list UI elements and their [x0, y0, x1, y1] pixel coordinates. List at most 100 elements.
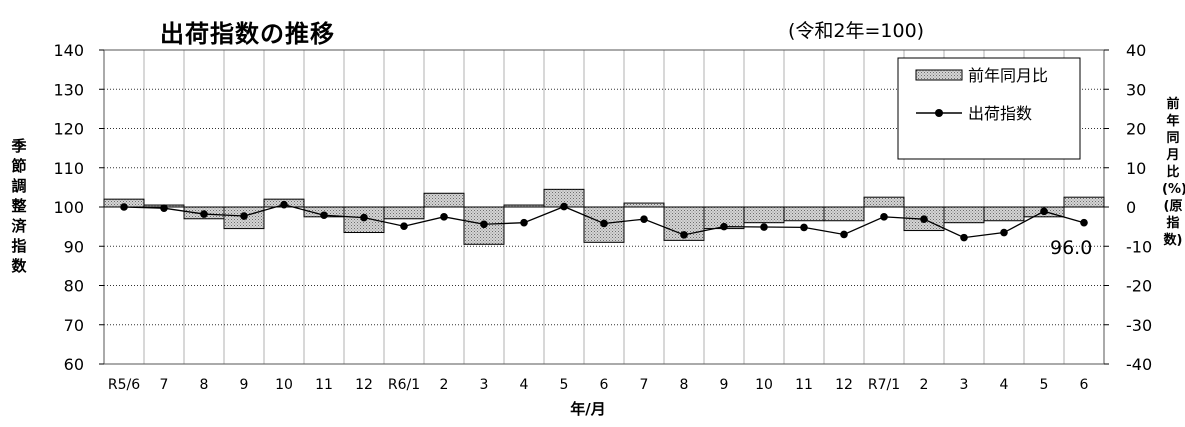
- bar: [623, 202, 665, 208]
- y-tick-label-right: 30: [1126, 80, 1146, 99]
- bar: [223, 206, 265, 230]
- y-tick-label-right: 10: [1126, 159, 1146, 178]
- plot-frame: [103, 49, 1105, 365]
- bar: [943, 206, 985, 224]
- y-axis-label-left: 季節調整済指数: [11, 137, 27, 275]
- bar: [583, 206, 625, 243]
- legend-swatch-marker: [935, 109, 943, 117]
- y-tick-label-left: 100: [53, 198, 84, 217]
- bar: [783, 206, 825, 222]
- legend-label-bar: 前年同月比: [968, 66, 1048, 85]
- y-tick-label-left: 110: [53, 159, 84, 178]
- x-tick-label: 2: [920, 377, 929, 393]
- data-point: [640, 215, 648, 223]
- data-point: [160, 204, 168, 212]
- legend-box: [897, 57, 1081, 160]
- y-tick-label-left: 130: [53, 80, 84, 99]
- x-tick-label: 6: [600, 377, 609, 393]
- axes: 60 70 80 90 100 110 120 130 140 -40 -30 -20 -10 0 10 20…: [53, 41, 1152, 393]
- data-point: [440, 213, 448, 221]
- y-tick-label-right: -10: [1126, 237, 1152, 256]
- x-tick-label: 8: [200, 377, 209, 393]
- bar: [1063, 196, 1105, 208]
- line-series: [120, 200, 1088, 242]
- bar: [863, 196, 905, 208]
- y-tick-label-right: -40: [1126, 355, 1152, 374]
- data-point: [840, 230, 848, 239]
- data-point: [1000, 228, 1008, 237]
- y-tick-label-left: 60: [64, 355, 84, 374]
- legend-swatch-bar: [915, 69, 963, 81]
- data-point: [480, 220, 488, 229]
- bar: [543, 188, 585, 208]
- x-tick-label: 9: [720, 377, 729, 393]
- bar: [983, 206, 1025, 222]
- data-point: [320, 211, 328, 220]
- bar: [703, 206, 745, 230]
- bar: [343, 206, 385, 234]
- data-point: [280, 200, 288, 209]
- x-tick-label: 5: [560, 377, 569, 393]
- x-tick-label: 10: [755, 377, 773, 393]
- data-point: [1040, 207, 1048, 216]
- bar: [263, 198, 305, 208]
- x-tick-label: 4: [520, 377, 529, 393]
- x-tick-label: 5: [1040, 377, 1049, 393]
- y-tick-label-right: 20: [1126, 120, 1146, 139]
- x-axis-label: 年/月: [570, 400, 605, 418]
- x-tick-label: R6/1: [388, 377, 420, 393]
- chart-title: 出荷指数の推移: [160, 20, 335, 48]
- bar: [423, 192, 465, 208]
- bar: [463, 206, 505, 245]
- data-point: [1080, 218, 1088, 227]
- data-point: [960, 233, 968, 242]
- x-tick-label: 2: [440, 377, 449, 393]
- y-axis-label-right: 前年同月比(%)(原指数): [1162, 97, 1185, 248]
- data-point: [760, 223, 768, 231]
- data-point: [120, 203, 128, 211]
- x-tick-label: 4: [1000, 377, 1009, 393]
- data-point: [520, 218, 528, 227]
- y-tick-label-left: 90: [64, 237, 84, 256]
- y-tick-label-left: 140: [53, 41, 84, 60]
- x-tick-label: 11: [795, 377, 813, 393]
- chart-subtitle: (令和2年=100): [788, 20, 925, 42]
- data-point: [240, 212, 248, 220]
- x-tick-label: 9: [240, 377, 249, 393]
- data-point: [200, 210, 208, 218]
- bar: [743, 206, 785, 224]
- bar: [1023, 206, 1065, 218]
- data-point: [560, 202, 568, 211]
- y-tick-label-right: -20: [1126, 277, 1152, 296]
- data-point: [800, 223, 808, 232]
- x-tick-label: R7/1: [868, 377, 900, 393]
- legend-label-line: 出荷指数: [968, 104, 1032, 123]
- y-tick-label-right: 40: [1126, 41, 1146, 60]
- data-point: [360, 213, 368, 222]
- data-point: [880, 213, 888, 221]
- bar: [103, 198, 145, 208]
- bar: [503, 204, 545, 208]
- series-line: [123, 203, 1085, 239]
- x-tick-label: 12: [355, 377, 373, 393]
- data-point: [720, 222, 728, 231]
- x-tick-label: 6: [1080, 377, 1089, 393]
- data-point: [400, 222, 408, 231]
- bar-series: [103, 188, 1105, 245]
- y-tick-label-right: 0: [1126, 198, 1136, 217]
- bar: [823, 206, 865, 222]
- x-tick-label: 3: [960, 377, 969, 393]
- y-tick-label-left: 80: [64, 277, 84, 296]
- bar: [143, 204, 185, 208]
- bar: [663, 206, 705, 241]
- data-point: [680, 231, 688, 239]
- y-tick-label-left: 70: [64, 316, 84, 335]
- data-label-last: 96.0: [1050, 237, 1092, 259]
- data-point: [600, 219, 608, 228]
- x-tick-label: 8: [680, 377, 689, 393]
- bar: [903, 206, 945, 232]
- grid: [103, 49, 1105, 365]
